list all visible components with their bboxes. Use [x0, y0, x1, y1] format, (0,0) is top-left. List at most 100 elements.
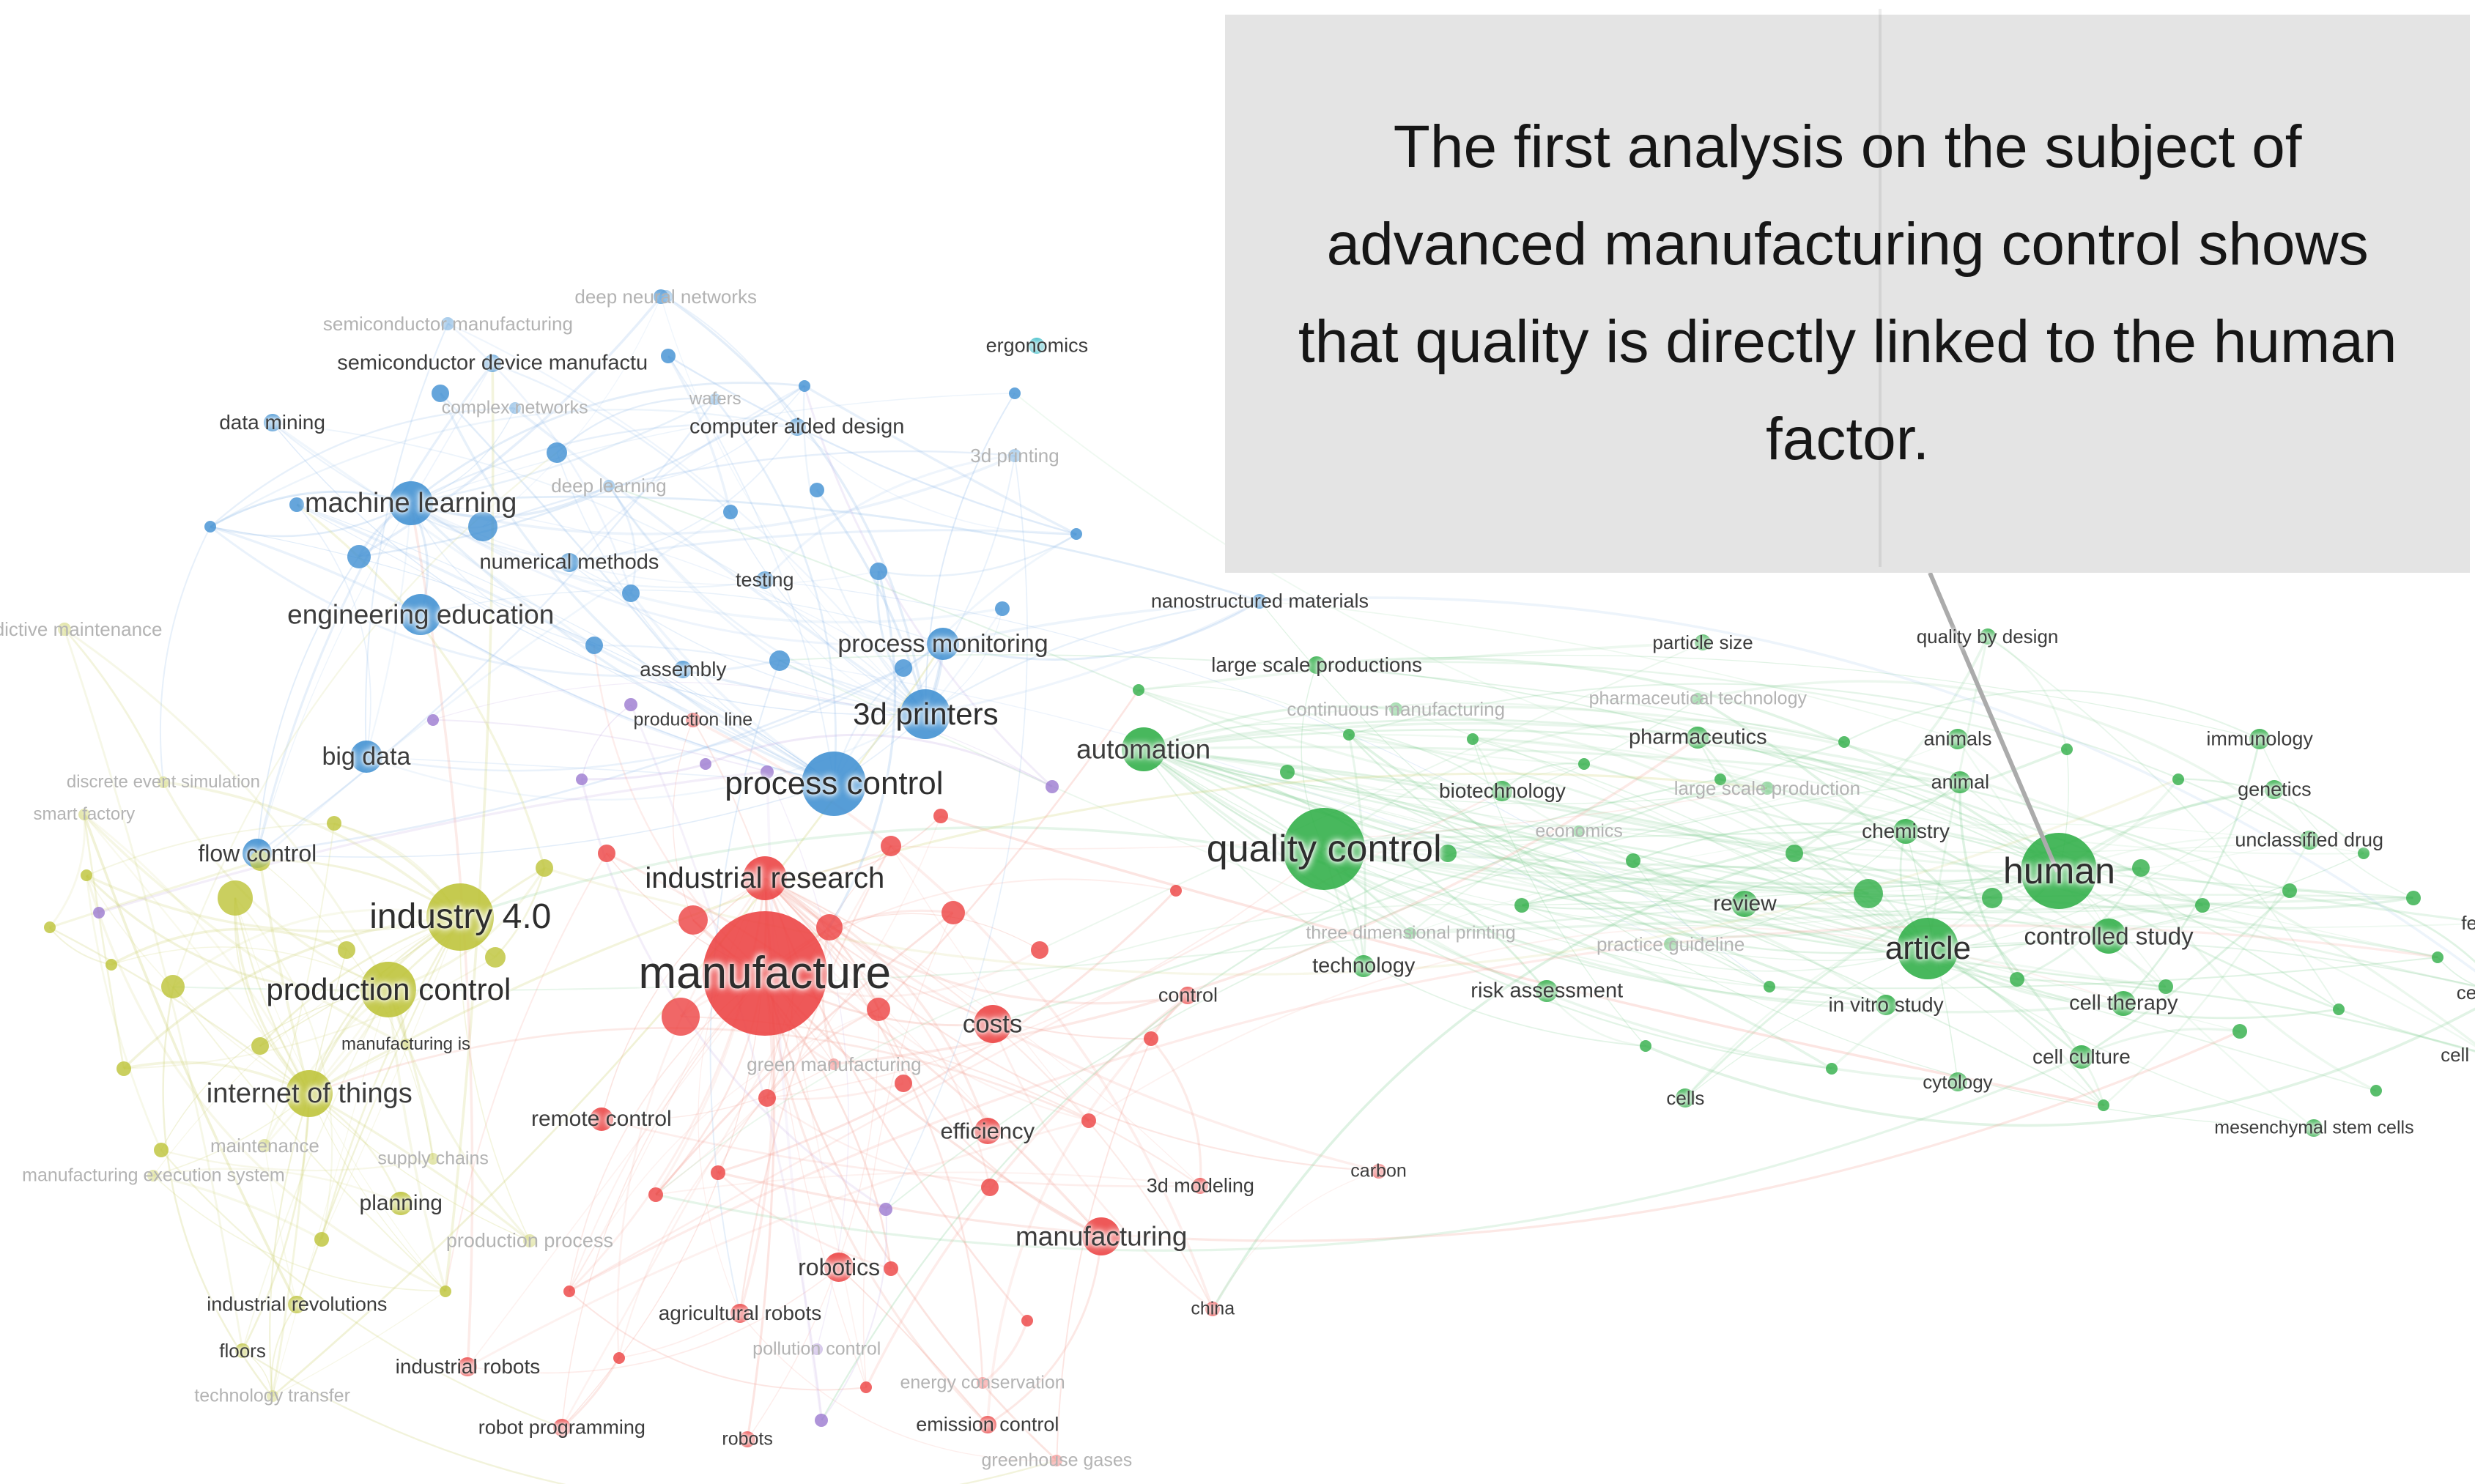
node-label[interactable]: predictive maintenance [0, 618, 163, 641]
node-label[interactable]: semiconductor device manufactu [337, 351, 648, 375]
node-dot[interactable] [1343, 728, 1355, 741]
node-label[interactable]: planning [359, 1191, 443, 1216]
node-dot[interactable] [884, 1261, 899, 1277]
node-label[interactable]: in vitro study [1828, 993, 1944, 1016]
node-circle[interactable] [589, 1107, 613, 1131]
node-label[interactable]: review [1713, 891, 1777, 916]
node-circle[interactable] [258, 1139, 272, 1153]
node-dot[interactable] [1169, 884, 1182, 897]
node-dot[interactable] [761, 765, 774, 779]
node-dot[interactable] [613, 1351, 625, 1364]
node-dot[interactable] [563, 1285, 575, 1297]
node-dot[interactable] [653, 289, 668, 305]
node-dot[interactable] [2232, 1024, 2248, 1039]
node-dot[interactable] [1838, 736, 1850, 748]
node-dot[interactable] [1577, 758, 1590, 771]
node-dot[interactable] [347, 544, 371, 568]
node-circle[interactable] [1371, 1163, 1386, 1179]
node-circle[interactable] [1692, 693, 1704, 705]
node-dot[interactable] [585, 637, 603, 655]
node-circle[interactable] [508, 402, 521, 415]
node-circle[interactable] [399, 1039, 412, 1051]
node-dot[interactable] [661, 349, 676, 364]
node-label[interactable]: data mining [219, 411, 325, 434]
node-circle[interactable] [522, 1233, 536, 1247]
node-dot[interactable] [1030, 941, 1048, 959]
node-dot[interactable] [2131, 859, 2150, 878]
node-dot[interactable] [933, 809, 948, 824]
node-label[interactable]: cytology [1923, 1070, 1993, 1093]
node-circle[interactable] [802, 751, 867, 816]
node-circle[interactable] [400, 593, 442, 635]
node-dot[interactable] [1021, 1315, 1033, 1327]
node-label[interactable]: 3d printers [853, 696, 999, 731]
node-circle[interactable] [2111, 990, 2137, 1016]
node-dot[interactable] [2357, 847, 2369, 859]
node-dot[interactable] [1764, 981, 1776, 993]
node-circle[interactable] [2299, 830, 2319, 850]
node-circle[interactable] [1695, 634, 1712, 651]
node-dot[interactable] [769, 650, 791, 671]
node-circle[interactable] [147, 1169, 160, 1181]
node-label[interactable]: robot programming [478, 1416, 645, 1439]
node-label[interactable]: particle size [1652, 631, 1753, 654]
node-dot[interactable] [1045, 779, 1059, 793]
node-dot[interactable] [722, 504, 738, 519]
node-label[interactable]: production control [266, 972, 511, 1007]
node-dot[interactable] [995, 601, 1010, 616]
node-label[interactable]: discrete event simulation [66, 771, 261, 792]
node-circle[interactable] [1897, 917, 1959, 979]
node-circle[interactable] [2091, 919, 2127, 954]
node-label[interactable]: immunology [2206, 727, 2313, 750]
node-circle[interactable] [57, 623, 71, 637]
node-circle[interactable] [1308, 656, 1326, 674]
node-label[interactable]: cell culture [2032, 1045, 2131, 1068]
node-label[interactable]: cell viability [2456, 982, 2475, 1004]
node-label[interactable]: nanostructured materials [1150, 590, 1369, 612]
node-circle[interactable] [263, 414, 281, 432]
node-dot[interactable] [2060, 743, 2073, 756]
node-label[interactable]: controlled study [2024, 922, 2194, 950]
node-circle[interactable] [1947, 728, 1968, 749]
node-circle[interactable] [1353, 954, 1375, 977]
node-label[interactable]: quality by design [1916, 626, 2059, 648]
node-circle[interactable] [286, 1070, 333, 1118]
node-circle[interactable] [755, 571, 774, 590]
node-dot[interactable] [484, 946, 506, 968]
node-dot[interactable] [314, 1231, 330, 1247]
node-circle[interactable] [266, 1390, 278, 1403]
node-label[interactable]: robotics [798, 1254, 881, 1281]
node-label[interactable]: technology transfer [194, 1385, 350, 1406]
node-circle[interactable] [1082, 1217, 1121, 1255]
node-dot[interactable] [2172, 773, 2184, 785]
node-label[interactable]: cell survival [2441, 1044, 2475, 1066]
node-dot[interactable] [2010, 972, 2025, 987]
node-circle[interactable] [1979, 628, 1996, 645]
node-dot[interactable] [2405, 890, 2421, 905]
node-circle[interactable] [674, 660, 692, 678]
node-circle[interactable] [900, 689, 951, 739]
node-label[interactable]: agricultural robots [658, 1302, 822, 1324]
node-circle[interactable] [1405, 927, 1417, 940]
node-dot[interactable] [2195, 897, 2211, 913]
node-circle[interactable] [235, 1343, 251, 1358]
node-label[interactable]: economics [1535, 820, 1623, 842]
node-circle[interactable] [742, 856, 787, 901]
node-circle[interactable] [1676, 1088, 1695, 1108]
node-circle[interactable] [559, 552, 579, 572]
node-circle[interactable] [974, 1117, 1001, 1144]
node-dot[interactable] [204, 521, 217, 533]
node-dot[interactable] [678, 905, 708, 935]
node-dot[interactable] [536, 859, 554, 878]
node-dot[interactable] [547, 442, 568, 463]
node-label[interactable]: pharmaceutical technology [1588, 688, 1807, 709]
node-circle[interactable] [1121, 727, 1166, 772]
node-dot[interactable] [597, 844, 615, 862]
node-label[interactable]: large scale production [1673, 776, 1861, 799]
node-label[interactable]: unclassified drug [2235, 828, 2383, 851]
node-label[interactable]: risk assessment [1470, 979, 1624, 1003]
node-dot[interactable] [710, 1165, 725, 1180]
node-circle[interactable] [1389, 702, 1403, 716]
node-dot[interactable] [815, 914, 843, 941]
node-dot[interactable] [1982, 887, 2003, 908]
